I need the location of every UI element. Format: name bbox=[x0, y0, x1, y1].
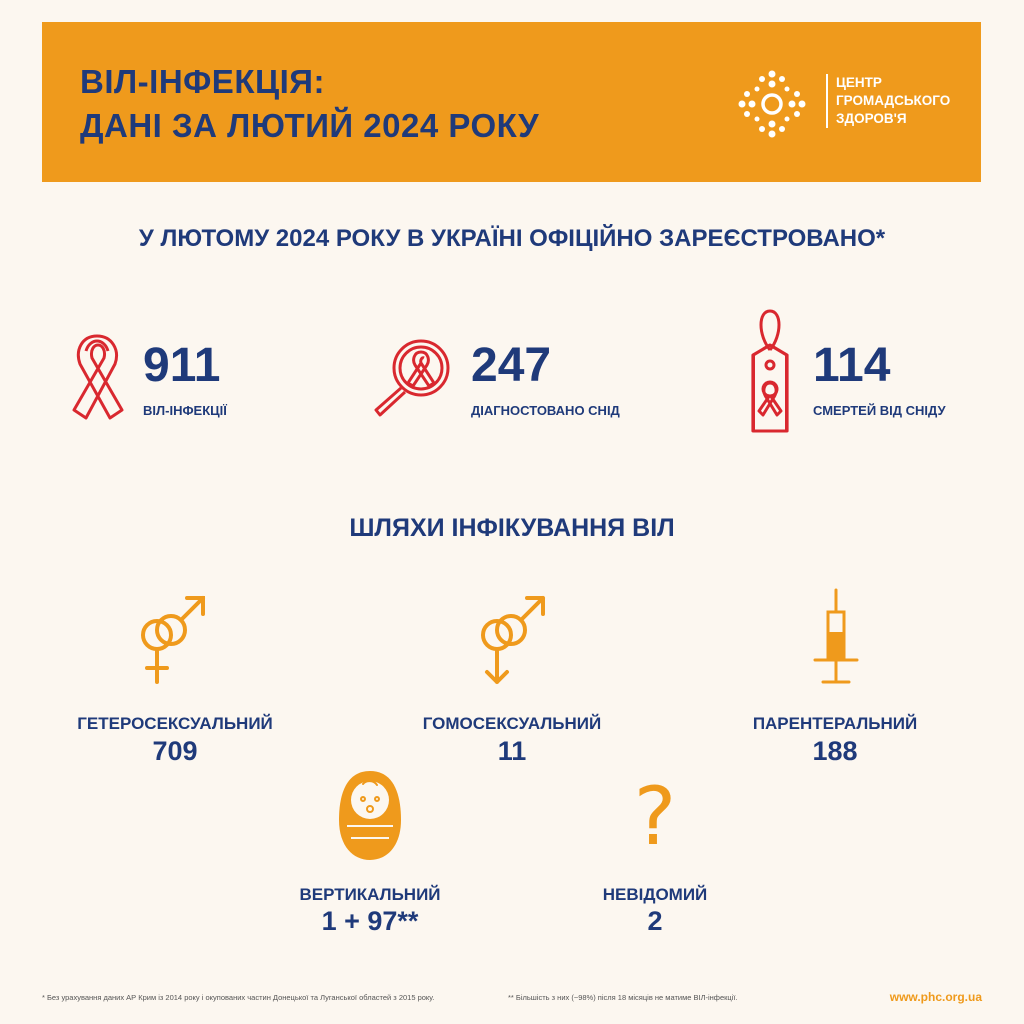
title-line-1: ВІЛ-ІНФЕКЦІЯ: bbox=[80, 63, 325, 100]
logo-text: ЦЕНТР ГРОМАДСЬКОГО ЗДОРОВ'Я bbox=[826, 74, 950, 128]
baby-icon bbox=[339, 771, 401, 860]
heterosexual-icon bbox=[141, 596, 205, 684]
magnifier-ribbon-icon bbox=[374, 339, 450, 417]
route-vertical-value: 1 + 97** bbox=[321, 906, 419, 936]
logo-line-2: ГРОМАДСЬКОГО bbox=[836, 93, 951, 108]
logo-line-3: ЗДОРОВ'Я bbox=[836, 111, 907, 126]
page-title: ВІЛ-ІНФЕКЦІЯ: ДАНІ ЗА ЛЮТИЙ 2024 РОКУ bbox=[80, 60, 539, 148]
tag-ribbon-icon bbox=[751, 309, 789, 433]
headline: У ЛЮТОМУ 2024 РОКУ В УКРАЇНІ ОФІЦІЙНО ЗА… bbox=[0, 225, 1024, 253]
route-homo-label: ГОМОСЕКСУАЛЬНИЙ bbox=[422, 714, 602, 733]
stat-aids-label: ДІАГНОСТОВАНО СНІД bbox=[471, 403, 620, 418]
stat-hiv-value: 911 bbox=[143, 339, 221, 392]
headline-prefix: У bbox=[138, 225, 161, 252]
header-banner: ВІЛ-ІНФЕКЦІЯ: ДАНІ ЗА ЛЮТИЙ 2024 РОКУ ЦЕ… bbox=[42, 22, 981, 182]
stat-aids: 247 ДІАГНОСТОВАНО СНІД bbox=[368, 330, 668, 440]
route-homo-value: 11 bbox=[497, 736, 527, 766]
stat-aids-value: 247 bbox=[471, 339, 552, 392]
red-ribbon-icon bbox=[72, 334, 124, 420]
phc-logo-icon bbox=[738, 70, 806, 138]
phc-logo[interactable]: ЦЕНТР ГРОМАДСЬКОГО ЗДОРОВ'Я bbox=[732, 64, 972, 144]
routes-title: ШЛЯХИ ІНФІКУВАННЯ ВІЛ bbox=[349, 514, 675, 542]
route-hetero-value: 709 bbox=[152, 736, 198, 766]
footnote-1: * Без урахування даних АР Крим із 2014 р… bbox=[42, 993, 435, 1002]
route-parent-label: ПАРЕНТЕРАЛЬНИЙ bbox=[752, 714, 918, 733]
route-unknown-label: НЕВІДОМИЙ bbox=[602, 885, 708, 904]
stat-deaths: 114 СМЕРТЕЙ ВІД СНІДУ bbox=[740, 305, 990, 440]
stat-hiv: 911 ВІЛ-ІНФЕКЦІЇ bbox=[60, 330, 320, 440]
website-link[interactable]: www.phc.org.ua bbox=[889, 990, 982, 1004]
route-unknown-value: 2 bbox=[647, 906, 663, 936]
route-vertical-label: ВЕРТИКАЛЬНИЙ bbox=[299, 885, 441, 904]
route-parent-value: 188 bbox=[812, 736, 858, 766]
headline-suffix: В УКРАЇНІ ОФІЦІЙНО ЗАРЕЄСТРОВАНО* bbox=[400, 225, 886, 252]
stat-deaths-label: СМЕРТЕЙ ВІД СНІДУ bbox=[813, 403, 946, 418]
logo-line-1: ЦЕНТР bbox=[836, 75, 882, 90]
stat-deaths-value: 114 bbox=[813, 339, 891, 392]
route-hetero-label: ГЕТЕРОСЕКСУАЛЬНИЙ bbox=[77, 714, 273, 733]
footnote-2: ** Більшість з них (~98%) після 18 місяц… bbox=[508, 993, 738, 1002]
headline-highlight: ЛЮТОМУ 2024 РОКУ bbox=[160, 225, 401, 252]
syringe-icon bbox=[813, 588, 859, 684]
stat-hiv-label: ВІЛ-ІНФЕКЦІЇ bbox=[143, 403, 227, 418]
question-icon: ? bbox=[633, 770, 677, 863]
homosexual-icon bbox=[481, 596, 545, 684]
title-line-2: ДАНІ ЗА ЛЮТИЙ 2024 РОКУ bbox=[80, 107, 540, 144]
